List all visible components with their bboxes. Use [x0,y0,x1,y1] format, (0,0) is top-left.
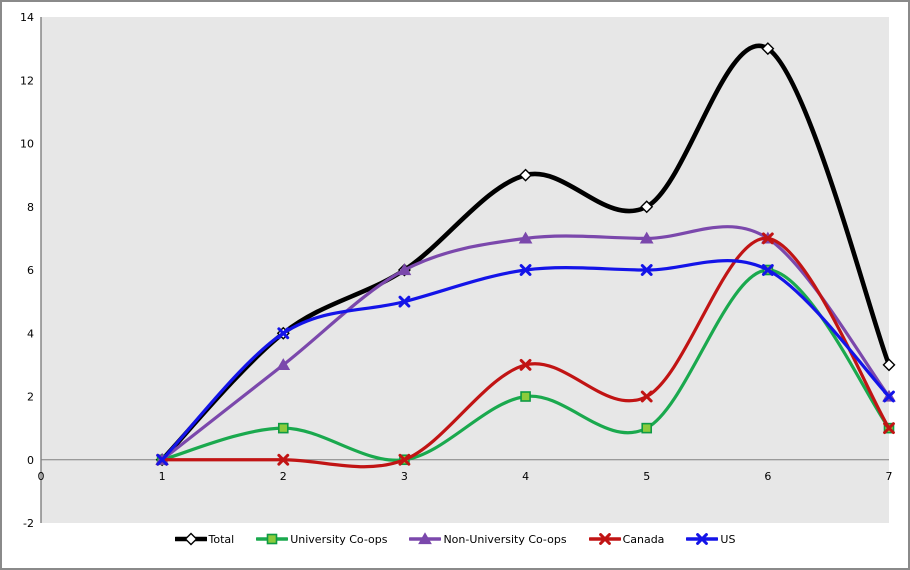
y-tick-label: 8 [27,201,34,214]
data-point-marker [761,264,774,276]
y-tick-label: 12 [20,74,34,87]
data-point-marker [276,358,291,370]
x-tick-label: 1 [159,470,166,483]
legend-item-university-co-ops: University Co-ops [256,532,387,546]
data-point-marker [639,231,654,244]
legend-item-us: US [686,532,735,546]
data-point-marker [641,422,653,434]
data-point-marker [277,422,289,434]
legend-marker-square-icon [256,533,289,545]
x-tick-label: 7 [886,470,893,483]
data-point-marker [598,533,611,545]
data-point-marker [883,422,895,435]
data-point-marker [398,295,411,308]
data-point-marker [640,390,653,403]
data-point-marker [696,533,709,545]
y-tick-label: 10 [20,138,34,151]
legend-item-canada: Canada [588,532,665,546]
data-point-marker [518,231,533,244]
legend-label: Total [208,532,235,546]
legend-marker-x-icon [588,533,621,545]
data-point-marker [519,358,532,371]
legend-label: US [720,532,736,546]
chart-legend: Total University Co-ops Non-University Co-… [2,532,908,546]
y-tick-label: 0 [27,454,34,467]
x-tick-label: 4 [522,470,529,483]
y-tick-label: 6 [27,264,34,277]
legend-marker-triangle-icon [409,532,442,545]
legend-label: Canada [622,532,665,546]
data-point-marker [519,168,533,182]
x-tick-label: 0 [38,470,45,483]
series-us [156,259,895,466]
legend-item-non-university-co-ops: Non-University Co-ops [409,532,567,546]
legend-label: University Co-ops [290,532,388,546]
data-point-marker [761,42,775,56]
x-tick-label: 2 [280,470,287,483]
data-point-marker [519,264,532,276]
data-point-marker [882,358,896,372]
y-tick-label: -2 [23,517,34,530]
data-point-marker [761,232,774,245]
data-point-marker [398,453,411,466]
data-point-marker [277,327,290,340]
data-point-marker [520,391,531,402]
data-point-marker [266,533,278,545]
x-tick-label: 6 [764,470,771,483]
y-tick-label: 14 [20,11,34,24]
data-point-marker [640,200,654,214]
data-point-marker [156,453,169,466]
legend-marker-diamond-icon [174,532,207,546]
x-tick-label: 3 [401,470,408,483]
data-point-marker [184,532,198,546]
data-point-marker [640,264,653,276]
y-tick-label: 2 [27,391,34,404]
legend-label: Non-University Co-ops [443,532,567,546]
series-line [160,236,891,469]
data-point-marker [883,390,895,403]
data-point-marker [277,453,290,466]
data-point-marker [397,263,412,276]
legend-item-total: Total [174,532,235,546]
x-tick-label: 5 [643,470,650,483]
data-point-marker [418,532,433,545]
y-tick-label: 4 [27,327,34,340]
legend-marker-x-icon [686,533,719,545]
